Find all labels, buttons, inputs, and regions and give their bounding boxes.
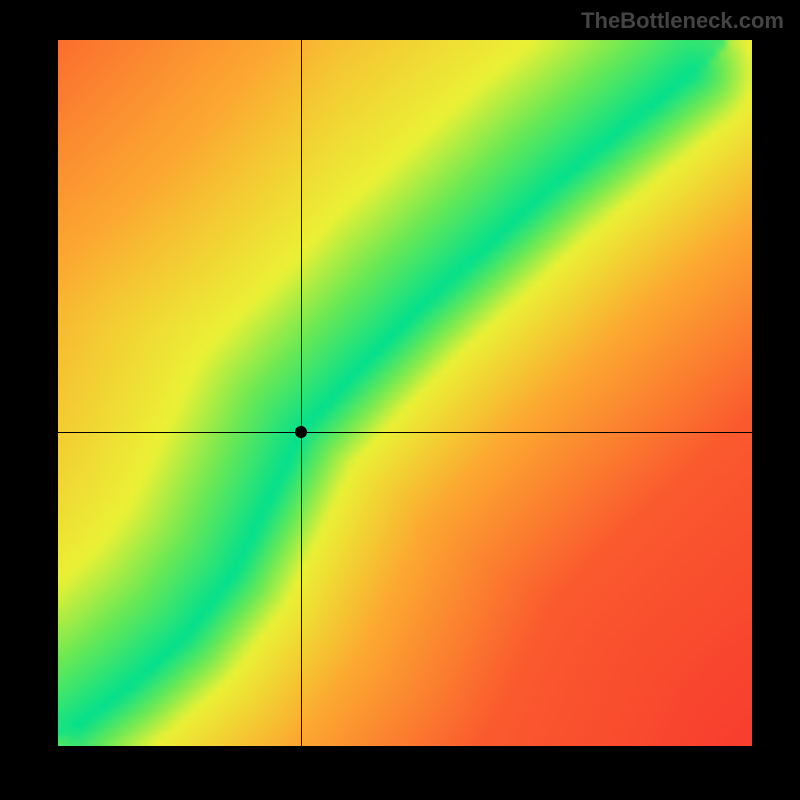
watermark-text: TheBottleneck.com xyxy=(581,8,784,34)
crosshair-vertical-line xyxy=(301,40,302,746)
crosshair-horizontal-line xyxy=(58,432,752,433)
plot-frame xyxy=(58,40,752,746)
bottleneck-heatmap xyxy=(58,40,752,746)
crosshair-marker-dot xyxy=(295,426,307,438)
